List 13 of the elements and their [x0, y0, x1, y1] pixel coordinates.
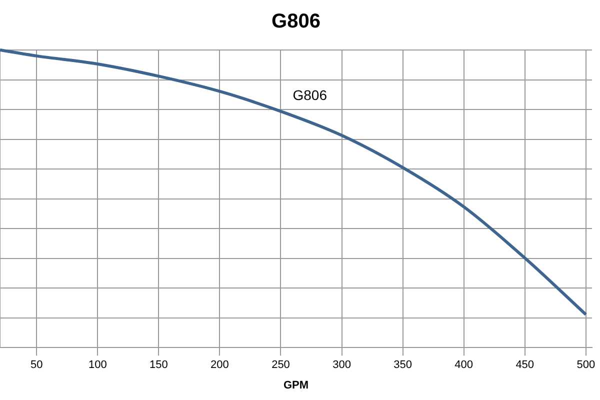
x-tick-label: 400 [454, 359, 474, 372]
chart-title: G806 [272, 10, 320, 33]
x-tick-label: 150 [150, 359, 168, 372]
x-tick-label: 350 [394, 359, 412, 372]
x-tick-label: 450 [516, 359, 534, 372]
x-axis-title: GPM [283, 379, 309, 392]
x-tick-label: 500 [576, 359, 596, 372]
x-tick-label: 100 [88, 359, 107, 372]
series-label: G806 [292, 87, 328, 104]
x-tick-label: 250 [272, 359, 290, 372]
x-tick-label: 300 [332, 359, 351, 372]
x-tick-label: 200 [210, 359, 229, 372]
x-tick-label: 50 [30, 359, 43, 372]
